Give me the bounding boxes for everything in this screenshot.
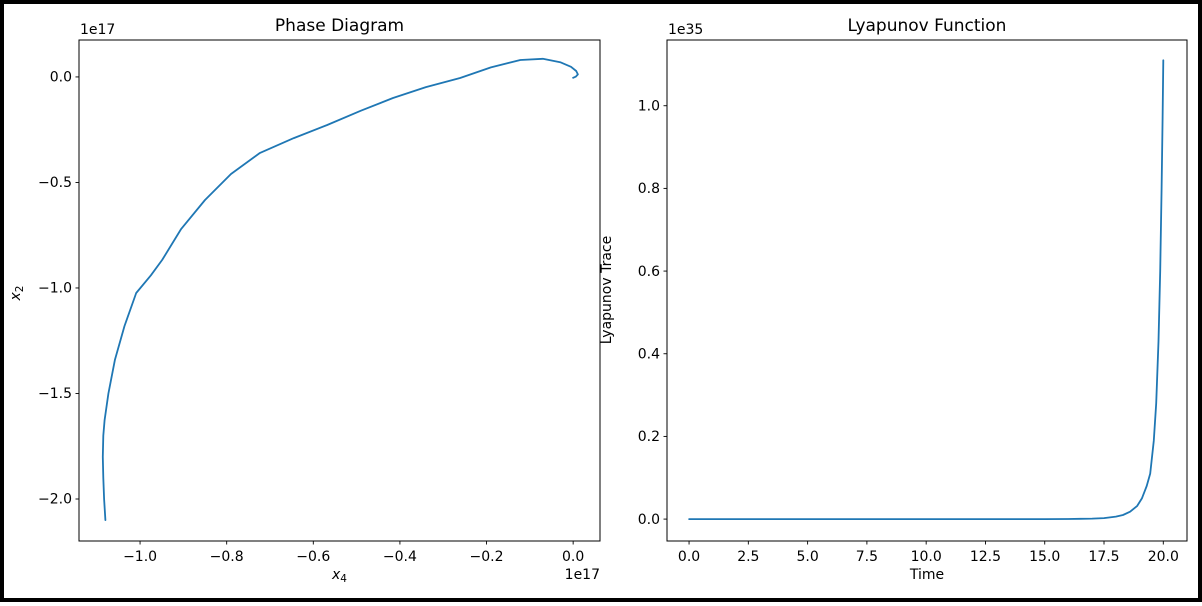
y-tick-label: 0.8 [638, 181, 660, 197]
y-tick-label: −1.0 [38, 281, 72, 297]
y-axis-label: x2 [8, 286, 26, 302]
lyapunov-trace-line [688, 59, 1165, 520]
y-tick-label: 0.0 [50, 70, 72, 86]
x-tick-label: 7.5 [856, 549, 878, 565]
x-tick-label: −0.2 [470, 549, 504, 565]
x-axis-label: Time [909, 567, 944, 583]
axes-frame [78, 39, 601, 542]
y-axis-offset-text: 1e17 [80, 22, 115, 38]
x-tick-label: 0.0 [562, 549, 584, 565]
x-tick-label: 12.5 [970, 549, 1001, 565]
x-tick-label: 5.0 [796, 549, 818, 565]
x-axis-offset-text: 1e17 [565, 567, 600, 583]
axes-frame [666, 39, 1188, 542]
y-axis-ticks: 0.0 −0.5 −1.0 −1.5 −2.0 [38, 70, 79, 508]
y-tick-label: −2.0 [38, 492, 72, 508]
x-tick-label: −0.6 [296, 549, 330, 565]
x-axis-label-main: x [331, 567, 341, 583]
panel-title: Lyapunov Function [848, 16, 1007, 36]
y-tick-label: −1.5 [38, 386, 72, 402]
y-tick-label: 0.6 [638, 264, 660, 280]
y-tick-label: 1.0 [638, 98, 660, 114]
y-tick-label: −0.5 [38, 175, 72, 191]
x-tick-label: 17.5 [1088, 549, 1119, 565]
x-axis-ticks: 0.0 2.5 5.0 7.5 10.0 12.5 15.0 17.5 20.0 [678, 541, 1179, 565]
x-tick-label: −1.0 [123, 549, 157, 565]
x-axis-ticks: −1.0 −0.8 −0.6 −0.4 −0.2 0.0 [123, 541, 584, 565]
x-tick-label: −0.4 [383, 549, 417, 565]
y-tick-label: 0.4 [638, 346, 660, 362]
panel-title: Phase Diagram [275, 16, 404, 36]
x-tick-label: 0.0 [678, 549, 700, 565]
lyapunov-function-panel: 0.0 2.5 5.0 7.5 10.0 12.5 15.0 17.5 20.0 0.00.20… [599, 16, 1188, 583]
y-tick-label: 0.0 [638, 512, 660, 528]
y-axis-label: Lyapunov Trace [599, 236, 615, 344]
y-axis-offset-text: 1e35 [668, 22, 703, 38]
x-tick-label: 15.0 [1029, 549, 1060, 565]
x-axis-label-subscript: 4 [340, 573, 347, 585]
y-axis-ticks: 0.0 0.2 0.4 0.6 0.8 1.0 [638, 98, 667, 528]
x-tick-label: 10.0 [911, 549, 942, 565]
phase-trajectory-line [101, 57, 579, 521]
y-axis-label-main: x [8, 291, 24, 301]
y-axis-label-subscript: 2 [14, 286, 26, 293]
x-tick-label: 2.5 [737, 549, 759, 565]
x-tick-label: −0.8 [210, 549, 244, 565]
phase-diagram-panel: −1.0 −0.8 −0.6 −0.4 −0.2 0.0 0.0 −0.5 −1.0 −1.5 −… [8, 16, 601, 585]
x-axis-label: x4 [331, 567, 347, 585]
x-tick-label: 20.0 [1148, 549, 1179, 565]
y-tick-label: 0.2 [638, 429, 660, 445]
